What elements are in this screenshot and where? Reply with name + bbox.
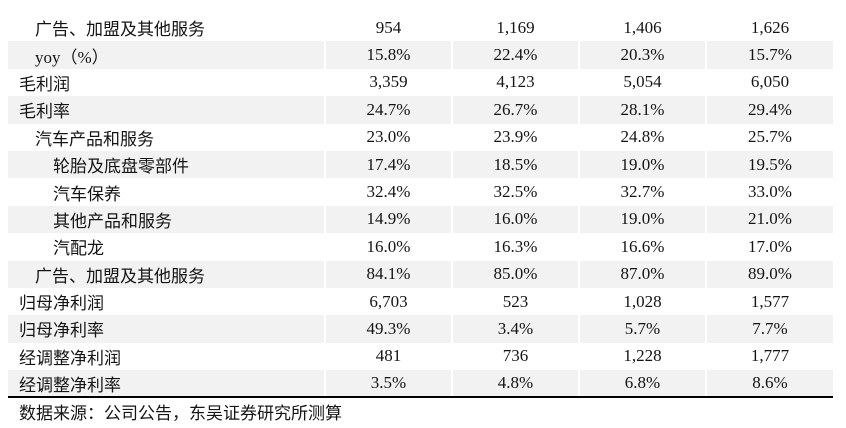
table-body: 广告、加盟及其他服务 954 1,169 1,406 1,626 yoy（%） … bbox=[8, 14, 833, 399]
cell-value: 1,228 bbox=[578, 342, 706, 371]
cell-value: 25.7% bbox=[705, 123, 833, 151]
table-row: 归母净利润 6,703 523 1,028 1,577 bbox=[8, 287, 833, 316]
cell-value: 22.4% bbox=[451, 41, 579, 69]
cell-value: 6.8% bbox=[578, 370, 706, 399]
cell-value: 954 bbox=[324, 14, 452, 42]
cell-value: 4.8% bbox=[451, 370, 579, 399]
row-label: yoy（%） bbox=[8, 41, 325, 69]
cell-value: 26.7% bbox=[451, 96, 579, 124]
table-row: 毛利润 3,359 4,123 5,054 6,050 bbox=[8, 68, 833, 97]
cell-value: 24.7% bbox=[324, 96, 452, 124]
table-row: 广告、加盟及其他服务 954 1,169 1,406 1,626 bbox=[8, 14, 833, 42]
cell-value: 24.8% bbox=[578, 123, 706, 151]
cell-value: 481 bbox=[324, 342, 452, 371]
cell-value: 16.0% bbox=[324, 233, 452, 261]
cell-value: 49.3% bbox=[324, 315, 452, 343]
table-row: 轮胎及底盘零部件 17.4% 18.5% 19.0% 19.5% bbox=[8, 150, 833, 179]
row-label: 汽车产品和服务 bbox=[35, 129, 154, 149]
cell-value: 21.0% bbox=[705, 205, 833, 234]
cell-value: 32.7% bbox=[578, 178, 706, 206]
cell-value: 5,054 bbox=[578, 68, 706, 97]
table-row: 其他产品和服务 14.9% 16.0% 19.0% 21.0% bbox=[8, 205, 833, 234]
cell-value: 84.1% bbox=[324, 260, 452, 288]
cell-value: 16.3% bbox=[451, 233, 579, 261]
cell-value: 32.4% bbox=[324, 178, 452, 206]
cell-value: 20.3% bbox=[578, 41, 706, 69]
cell-value: 5.7% bbox=[578, 315, 706, 343]
cell-value: 523 bbox=[451, 287, 579, 316]
row-label: 毛利率 bbox=[8, 96, 325, 124]
cell-value: 736 bbox=[451, 342, 579, 371]
table-row: 汽配龙 16.0% 16.3% 16.6% 17.0% bbox=[8, 233, 833, 261]
cell-value: 19.0% bbox=[578, 150, 706, 179]
row-label: 经调整净利率 bbox=[8, 370, 325, 399]
table-row: 毛利率 24.7% 26.7% 28.1% 29.4% bbox=[8, 96, 833, 124]
cell-value: 23.0% bbox=[324, 123, 452, 151]
cell-value: 3,359 bbox=[324, 68, 452, 97]
table-row: 经调整净利率 3.5% 4.8% 6.8% 8.6% bbox=[8, 370, 833, 399]
cell-value: 14.9% bbox=[324, 205, 452, 234]
cell-value: 28.1% bbox=[578, 96, 706, 124]
cell-value: 17.0% bbox=[705, 233, 833, 261]
cell-value: 4,123 bbox=[451, 68, 579, 97]
cell-value: 8.6% bbox=[705, 370, 833, 399]
cell-value: 85.0% bbox=[451, 260, 579, 288]
cell-value: 1,028 bbox=[578, 287, 706, 316]
source-note: 数据来源：公司公告，东吴证券研究所测算 bbox=[19, 404, 342, 423]
row-label: 其他产品和服务 bbox=[8, 205, 325, 234]
row-label: 广告、加盟及其他服务 bbox=[35, 20, 205, 40]
table-row: 经调整净利润 481 736 1,228 1,777 bbox=[8, 342, 833, 371]
table-row: 归母净利率 49.3% 3.4% 5.7% 7.7% bbox=[8, 315, 833, 343]
table-row: 汽车产品和服务 23.0% 23.9% 24.8% 25.7% bbox=[8, 123, 833, 151]
cell-value: 16.6% bbox=[578, 233, 706, 261]
cell-value: 15.7% bbox=[705, 41, 833, 69]
cell-value: 18.5% bbox=[451, 150, 579, 179]
row-label: 归母净利率 bbox=[8, 315, 325, 343]
row-label: 汽配龙 bbox=[53, 239, 104, 259]
cell-value: 16.0% bbox=[451, 205, 579, 234]
cell-value: 3.5% bbox=[324, 370, 452, 399]
cell-value: 89.0% bbox=[705, 260, 833, 288]
cell-value: 1,626 bbox=[705, 14, 833, 42]
cell-value: 1,406 bbox=[578, 14, 706, 42]
table-row: 汽车保养 32.4% 32.5% 32.7% 33.0% bbox=[8, 178, 833, 206]
cell-value: 1,169 bbox=[451, 14, 579, 42]
cell-value: 17.4% bbox=[324, 150, 452, 179]
cell-value: 19.5% bbox=[705, 150, 833, 179]
cell-value: 6,050 bbox=[705, 68, 833, 97]
cell-value: 19.0% bbox=[578, 205, 706, 234]
cell-value: 1,577 bbox=[705, 287, 833, 316]
row-label: 经调整净利润 bbox=[19, 348, 121, 368]
row-label: 广告、加盟及其他服务 bbox=[8, 260, 325, 288]
financial-table: 广告、加盟及其他服务 954 1,169 1,406 1,626 yoy（%） … bbox=[8, 14, 833, 399]
cell-value: 87.0% bbox=[578, 260, 706, 288]
row-label: 轮胎及底盘零部件 bbox=[8, 150, 325, 179]
cell-value: 1,777 bbox=[705, 342, 833, 371]
cell-value: 29.4% bbox=[705, 96, 833, 124]
table-row: yoy（%） 15.8% 22.4% 20.3% 15.7% bbox=[8, 41, 833, 69]
cell-value: 6,703 bbox=[324, 287, 452, 316]
table-row: 广告、加盟及其他服务 84.1% 85.0% 87.0% 89.0% bbox=[8, 260, 833, 288]
cell-value: 15.8% bbox=[324, 41, 452, 69]
row-label: 汽车保养 bbox=[53, 184, 121, 204]
cell-value: 23.9% bbox=[451, 123, 579, 151]
row-label: 毛利润 bbox=[19, 74, 70, 94]
cell-value: 33.0% bbox=[705, 178, 833, 206]
cell-value: 3.4% bbox=[451, 315, 579, 343]
cell-value: 32.5% bbox=[451, 178, 579, 206]
row-label: 归母净利润 bbox=[19, 294, 104, 314]
cell-value: 7.7% bbox=[705, 315, 833, 343]
